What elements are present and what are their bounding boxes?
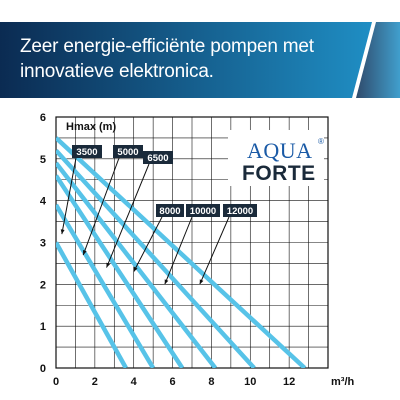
x-tick-label: 4 (131, 376, 138, 388)
x-axis-label: m³/h (331, 376, 355, 388)
label-pointer-arrow (106, 262, 111, 268)
series-label-8000: 8000 (159, 206, 180, 217)
series-label-12000: 12000 (227, 206, 253, 217)
label-pointer-8000 (133, 216, 163, 273)
series-line-6500 (56, 174, 185, 368)
x-tick-label: 2 (92, 376, 98, 388)
label-pointer-6500 (106, 163, 150, 268)
y-tick-label: 2 (40, 279, 46, 291)
y-axis-label: Hmax (m) (66, 121, 116, 133)
y-tick-label: 0 (40, 363, 46, 375)
series-label-10000: 10000 (190, 206, 216, 217)
series-label-5000: 5000 (117, 147, 138, 158)
label-pointer-5000 (82, 157, 120, 256)
x-tick-label: 12 (283, 376, 295, 388)
banner-title: Zeer energie-efficiënte pompen met innov… (20, 36, 314, 82)
series-label-box-3500 (72, 145, 102, 158)
header-banner: Zeer energie-efficiënte pompen met innov… (0, 22, 400, 98)
series-line-12000 (56, 136, 307, 368)
series-label-6500: 6500 (147, 153, 168, 164)
y-tick-label: 1 (40, 321, 46, 333)
label-pointer-arrow (133, 266, 138, 272)
series-label-box-10000 (186, 204, 220, 217)
series-label-3500: 3500 (76, 147, 97, 158)
logo-aqua: AQUA (247, 138, 313, 163)
series-label-box-8000 (156, 204, 184, 217)
label-pointer-3500 (61, 157, 77, 235)
label-pointer-arrow (60, 229, 65, 235)
series-label-box-12000 (223, 204, 257, 217)
x-tick-label: 0 (53, 376, 59, 388)
label-pointer-arrow (199, 279, 204, 285)
x-tick-label: 10 (244, 376, 256, 388)
logo-background (228, 130, 324, 186)
logo-registered-mark: ® (318, 137, 324, 146)
series-label-box-5000 (113, 145, 143, 158)
label-pointer-arrow (82, 250, 87, 256)
label-pointer-10000 (164, 216, 193, 285)
label-pointer-12000 (199, 216, 230, 285)
series-line-10000 (56, 148, 256, 368)
y-tick-label: 5 (40, 154, 46, 166)
x-tick-label: 6 (170, 376, 176, 388)
y-tick-label: 6 (40, 112, 46, 124)
x-tick-label: 8 (208, 376, 214, 388)
series-line-5000 (56, 203, 156, 368)
y-tick-label: 4 (40, 196, 47, 208)
series-line-3500 (56, 241, 128, 368)
logo-forte: FORTE (242, 162, 316, 185)
series-label-box-6500 (143, 151, 173, 164)
y-tick-label: 3 (40, 238, 46, 250)
series-line-8000 (56, 161, 218, 368)
label-pointer-arrow (164, 279, 169, 285)
banner-background (0, 22, 400, 98)
